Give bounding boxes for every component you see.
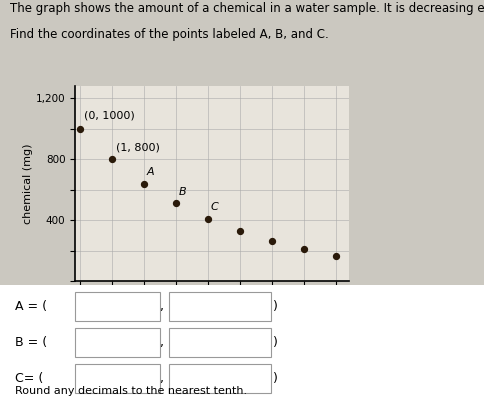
Text: ): ) [272, 336, 277, 349]
Text: C: C [211, 202, 218, 212]
Text: A = (: A = ( [15, 300, 46, 313]
Text: A: A [146, 167, 154, 177]
Point [76, 125, 84, 132]
Text: ,: , [160, 336, 164, 349]
Text: B = (: B = ( [15, 336, 46, 349]
Point [268, 238, 275, 245]
Point [300, 246, 307, 253]
Text: B: B [178, 187, 186, 197]
Point [172, 200, 180, 206]
Text: ): ) [272, 372, 277, 385]
Point [236, 228, 243, 235]
Point [108, 156, 116, 162]
Text: (0, 1000): (0, 1000) [84, 111, 134, 120]
Point [204, 215, 212, 222]
Text: C= (: C= ( [15, 372, 43, 385]
Text: Round any decimals to the nearest tenth.: Round any decimals to the nearest tenth. [15, 386, 246, 396]
X-axis label: time (hours): time (hours) [177, 302, 246, 312]
Point [140, 180, 148, 187]
Text: ,: , [160, 300, 164, 313]
Text: ,: , [160, 372, 164, 385]
Text: ): ) [272, 300, 277, 313]
Text: The graph shows the amount of a chemical in a water sample. It is decreasing exp: The graph shows the amount of a chemical… [10, 2, 484, 15]
Y-axis label: chemical (mg): chemical (mg) [23, 143, 33, 224]
Point [332, 253, 340, 259]
Text: (1, 800): (1, 800) [116, 142, 159, 152]
Text: Find the coordinates of the points labeled A, B, and C.: Find the coordinates of the points label… [10, 28, 328, 41]
